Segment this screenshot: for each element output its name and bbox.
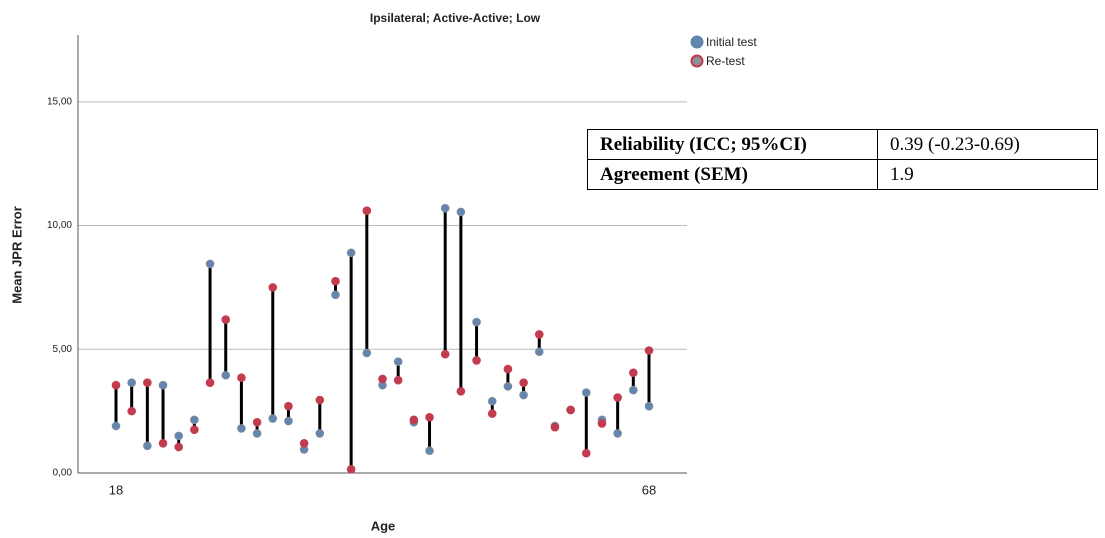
legend-label: Re-test <box>706 54 745 68</box>
point <box>190 425 199 434</box>
point <box>487 409 497 418</box>
table-cell: Reliability (ICC; 95%CI) <box>587 129 878 160</box>
point <box>221 370 231 380</box>
point <box>519 378 528 387</box>
point <box>644 346 654 355</box>
table-cell: Agreement (SEM) <box>587 159 878 190</box>
point <box>534 330 544 339</box>
point <box>221 315 231 324</box>
point <box>252 417 262 427</box>
point <box>487 396 497 406</box>
point <box>346 248 356 258</box>
point <box>143 441 152 451</box>
point <box>393 375 403 385</box>
legend-marker <box>690 54 704 68</box>
point <box>425 413 434 422</box>
point <box>519 390 528 400</box>
y-tick-label: 5,00 <box>53 344 73 355</box>
point <box>237 373 246 383</box>
point <box>158 380 168 390</box>
point <box>158 439 168 448</box>
point <box>644 401 654 411</box>
point <box>315 395 325 405</box>
point <box>566 405 575 415</box>
point <box>205 259 215 269</box>
chart-title: Ipsilateral; Active-Active; Low <box>370 11 541 25</box>
point <box>613 393 622 402</box>
point <box>503 364 513 374</box>
point <box>425 446 434 456</box>
point <box>581 448 591 458</box>
point <box>629 368 638 378</box>
table-row: Reliability (ICC; 95%CI) 0.39 (-0.23-0.69… <box>587 129 1098 160</box>
point <box>190 415 199 425</box>
point <box>378 374 387 384</box>
table-cell: 0.39 (-0.23-0.69) <box>877 129 1098 160</box>
point <box>299 439 309 448</box>
point <box>362 206 372 215</box>
point <box>597 419 607 428</box>
point <box>581 388 591 397</box>
point <box>205 378 215 387</box>
point <box>550 422 560 432</box>
point <box>268 283 278 292</box>
y-tick-label: 10,00 <box>47 220 72 231</box>
point <box>534 347 544 357</box>
point <box>268 414 278 423</box>
point <box>362 348 372 358</box>
x-tick-label: 18 <box>109 482 123 497</box>
point <box>252 429 262 438</box>
x-tick-label: 68 <box>642 482 656 497</box>
point <box>111 380 121 390</box>
point <box>456 207 466 217</box>
point <box>409 415 419 425</box>
point <box>237 424 246 433</box>
y-tick-label: 0,00 <box>53 468 73 479</box>
point <box>284 401 293 411</box>
point <box>127 378 136 387</box>
annotation-table: Reliability (ICC; 95%CI) 0.39 (-0.23-0.69… <box>587 129 1098 190</box>
point <box>111 421 121 431</box>
point <box>346 464 356 474</box>
point <box>613 429 622 438</box>
table-row: Agreement (SEM) 1.9 <box>587 159 1098 190</box>
point <box>393 357 403 366</box>
point <box>456 387 466 396</box>
point <box>472 317 481 327</box>
point <box>143 378 152 387</box>
point <box>503 382 513 391</box>
point <box>472 356 481 365</box>
point <box>440 203 450 213</box>
y-tick-label: 15,00 <box>47 96 72 107</box>
x-axis-label: Age <box>371 518 396 533</box>
point <box>174 442 184 452</box>
point <box>629 385 638 395</box>
point <box>440 349 450 359</box>
y-axis-label: Mean JPR Error <box>9 206 24 304</box>
table-cell: 1.9 <box>877 159 1098 190</box>
point <box>331 290 340 300</box>
legend-label: Initial test <box>706 35 757 49</box>
point <box>174 431 184 441</box>
point <box>331 276 340 286</box>
point <box>315 429 325 438</box>
point <box>284 416 293 426</box>
legend-marker <box>690 35 704 49</box>
point <box>127 406 136 416</box>
